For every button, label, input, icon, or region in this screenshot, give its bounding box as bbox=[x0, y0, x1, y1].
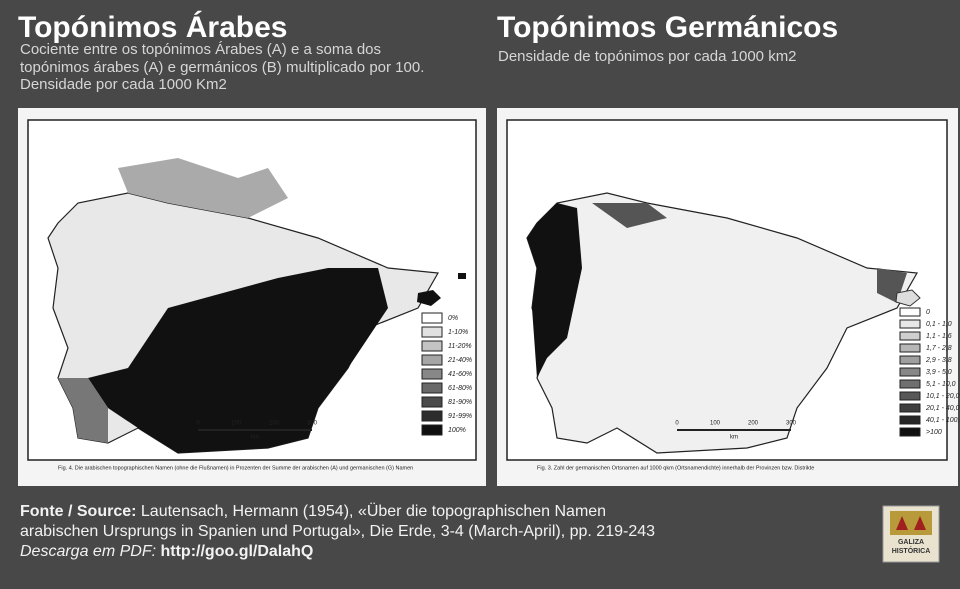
legend-label: 61-80% bbox=[448, 385, 472, 392]
logo-text: HISTÓRICA bbox=[892, 546, 931, 555]
right-title: Topónimos Germánicos bbox=[497, 11, 838, 44]
legend-swatch bbox=[421, 340, 443, 352]
legend-label: 1,1 - 1,6 bbox=[926, 333, 952, 340]
legend-swatch bbox=[899, 427, 921, 437]
legend-label: 21-40% bbox=[447, 357, 472, 364]
scale-unit: km bbox=[730, 435, 738, 441]
download-line: Descarga em PDF: http://goo.gl/DalahQ bbox=[20, 543, 313, 560]
legend-label: 10,1 - 20,0 bbox=[926, 393, 960, 400]
left-subtitle: Densidade por cada 1000 Km2 bbox=[20, 76, 227, 93]
source-line: Fonte / Source: Lautensach, Hermann (195… bbox=[20, 502, 606, 520]
legend-label: 91-99% bbox=[448, 413, 472, 420]
legend-label: 11-20% bbox=[448, 343, 472, 350]
legend-label: >100 bbox=[926, 429, 942, 436]
map-caption: Fig. 4. Die arabischen topographischen N… bbox=[58, 465, 413, 471]
download-label: Descarga em PDF: bbox=[20, 543, 156, 560]
legend-swatch bbox=[899, 331, 921, 341]
legend-label: 2,9 - 3,8 bbox=[925, 357, 952, 364]
right-map: 0 0,1 - 1,0 1,1 - 1,6 1,7 - 2,8 2,9 - 3,8 3,9… bbox=[497, 108, 960, 486]
legend-label: 3,9 - 5,0 bbox=[926, 369, 952, 376]
scale-label: 100 bbox=[231, 421, 242, 427]
scale-label: 300 bbox=[307, 421, 318, 427]
left-subtitle: topónimos árabes (A) e germánicos (B) mu… bbox=[20, 59, 424, 76]
legend-swatch bbox=[421, 396, 443, 408]
left-title: Topónimos Árabes bbox=[18, 10, 287, 44]
left-map: 0% 1-10% 11-20% 21-40% 41-60% 61-80% 81-90% 91-… bbox=[18, 108, 486, 486]
legend-swatch bbox=[899, 343, 921, 353]
map-caption: Fig. 3. Zahl der germanischen Ortsnamen … bbox=[537, 465, 814, 471]
legend-swatch bbox=[899, 355, 921, 365]
legend-label: 40,1 - 100,0 bbox=[926, 417, 960, 424]
scale-label: 100 bbox=[710, 421, 721, 427]
legend-swatch bbox=[421, 326, 443, 338]
right-subtitle: Densidade de topónimos por cada 1000 km2 bbox=[498, 48, 797, 65]
legend-label: 5,1 - 10,0 bbox=[926, 381, 956, 388]
legend-swatch bbox=[421, 424, 443, 436]
scale-unit: km bbox=[251, 435, 259, 441]
legend-label: 0,1 - 1,0 bbox=[926, 321, 952, 328]
legend-swatch bbox=[899, 403, 921, 413]
legend-label: 81-90% bbox=[448, 399, 472, 406]
legend-swatch bbox=[899, 367, 921, 377]
scale-label: 200 bbox=[269, 421, 280, 427]
logo: GALIZA HISTÓRICA bbox=[882, 505, 940, 563]
legend-label: 0% bbox=[448, 315, 458, 322]
legend-swatch bbox=[421, 410, 443, 422]
legend-label: 100% bbox=[448, 427, 466, 434]
legend-swatch bbox=[421, 368, 443, 380]
legend-label: 41-60% bbox=[448, 371, 472, 378]
url[interactable]: http://goo.gl/DalahQ bbox=[161, 543, 314, 560]
legend-swatch bbox=[899, 319, 921, 329]
legend-swatch bbox=[899, 415, 921, 425]
legend-swatch bbox=[421, 312, 443, 324]
scale-label: 300 bbox=[786, 421, 797, 427]
legend-swatch bbox=[899, 307, 921, 317]
legend-label: 0 bbox=[926, 309, 930, 316]
legend-swatch bbox=[899, 379, 921, 389]
legend-label: 1,7 - 2,8 bbox=[926, 345, 952, 352]
source-text: arabischen Ursprungs in Spanien und Port… bbox=[20, 523, 655, 540]
legend-label: 1-10% bbox=[448, 329, 468, 336]
left-subtitle: Cociente entre os topónimos Árabes (A) e… bbox=[20, 41, 381, 58]
source-text: Lautensach, Hermann (1954), «Über die to… bbox=[141, 502, 606, 520]
source-label: Fonte / Source: bbox=[20, 503, 136, 520]
logo-text: GALIZA bbox=[898, 539, 924, 546]
legend-swatch bbox=[421, 354, 443, 366]
scale-label: 0 bbox=[196, 421, 200, 427]
legend-label: 20,1 - 40,0 bbox=[925, 405, 960, 412]
legend-swatch bbox=[421, 382, 443, 394]
scale-label: 200 bbox=[748, 421, 759, 427]
scale-label: 0 bbox=[675, 421, 679, 427]
legend-swatch bbox=[899, 391, 921, 401]
